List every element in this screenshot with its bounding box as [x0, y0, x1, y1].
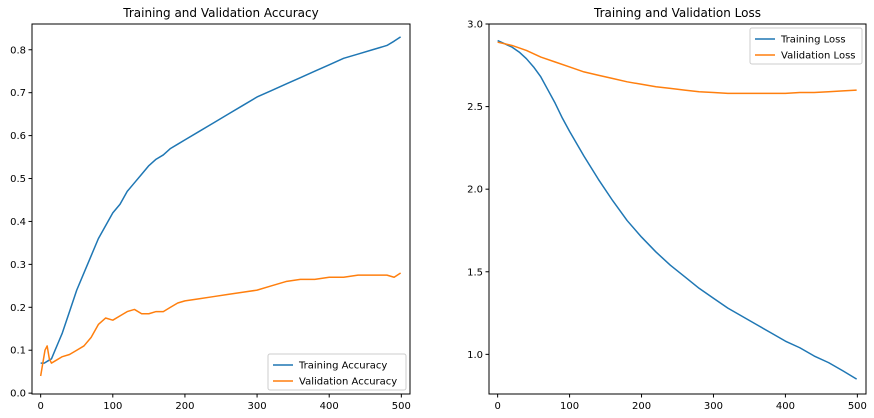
- x-tick-label: 500: [848, 401, 867, 412]
- x-tick-label: 100: [560, 401, 579, 412]
- y-tick-label: 3.0: [467, 20, 483, 31]
- x-tick-label: 200: [175, 401, 194, 412]
- legend: Training Loss Validation Loss: [749, 27, 863, 65]
- x-tick-label: 0: [37, 401, 43, 412]
- y-tick-label: 0.2: [10, 303, 26, 314]
- y-tick-label: 0.1: [10, 346, 26, 357]
- x-tick-label: 400: [776, 401, 795, 412]
- legend-label: Validation Loss: [781, 51, 856, 62]
- x-tick-label: 300: [248, 401, 267, 412]
- accuracy-chart: 0 100 200 300 400 500 0.0 0.1 0.2 0.3 0.4 0.5 0.6 0.7…: [10, 6, 411, 412]
- chart-title: Training and Validation Loss: [593, 6, 761, 20]
- x-tick-label: 100: [103, 401, 122, 412]
- y-tick-label: 0.5: [10, 174, 26, 185]
- y-tick-label: 0.6: [10, 131, 26, 142]
- x-tick-label: 400: [320, 401, 339, 412]
- x-tick-label: 200: [632, 401, 651, 412]
- legend-box: [267, 353, 407, 391]
- chart-title: Training and Validation Accuracy: [122, 6, 318, 20]
- series-line-training-accuracy: [40, 36, 402, 364]
- legend-box: [749, 27, 863, 65]
- x-tick-label: 0: [494, 401, 500, 412]
- legend-label: Training Accuracy: [298, 361, 387, 372]
- legend: Training Accuracy Validation Accuracy: [267, 353, 407, 391]
- y-tick-label: 0.0: [10, 389, 26, 400]
- y-tick-label: 1.0: [467, 350, 483, 361]
- series-line-validation-loss: [497, 41, 857, 95]
- series-line-training-loss: [497, 39, 858, 380]
- y-tick-label: 0.3: [10, 260, 26, 271]
- y-tick-label: 2.0: [467, 185, 483, 196]
- y-tick-label: 0.4: [10, 217, 26, 228]
- y-tick-label: 0.8: [10, 45, 26, 56]
- y-tick-label: 0.7: [10, 88, 26, 99]
- x-tick-label: 300: [704, 401, 723, 412]
- legend-label: Validation Accuracy: [299, 377, 397, 388]
- legend-label: Training Loss: [780, 35, 846, 46]
- series-line-validation-accuracy: [39, 272, 402, 377]
- axes-frame: [31, 23, 411, 395]
- y-tick-label: 2.5: [467, 102, 483, 113]
- y-tick-label: 1.5: [467, 267, 483, 278]
- loss-chart: 0 100 200 300 400 500 1.0 1.5 2.0 2.5 3.0 Training …: [467, 6, 867, 412]
- axes-frame: [488, 23, 867, 395]
- x-tick-label: 500: [392, 401, 411, 412]
